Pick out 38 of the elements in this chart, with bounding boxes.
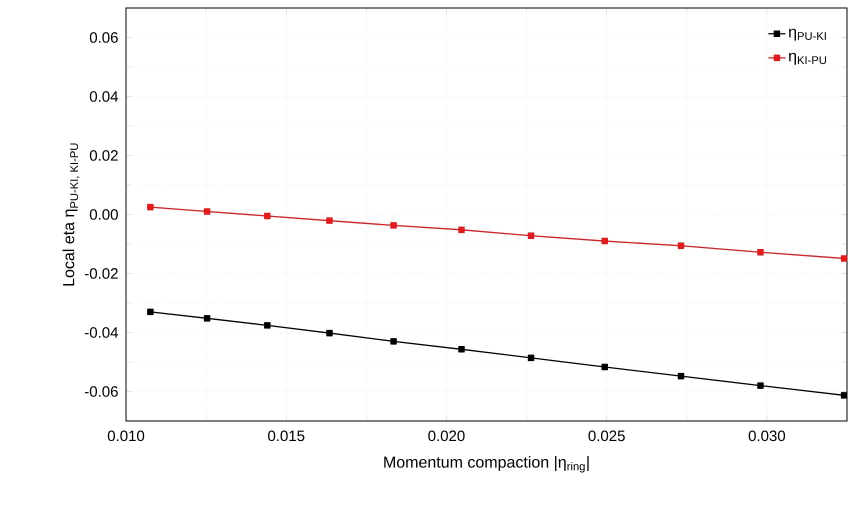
point [458,346,465,353]
point [390,222,397,229]
y-tick-label: 0.04 [90,91,118,102]
point [147,308,154,316]
legend-label: η$_{KI-PU}$ [788,52,826,65]
point [326,330,333,336]
point [204,208,210,215]
point [601,238,608,244]
point [757,249,764,256]
point [264,322,271,329]
point [204,315,210,322]
point [458,226,465,234]
x-tick-label: 0.010 [108,430,144,442]
point [390,338,397,345]
x-axis-title: Momentum compaction |η$_{ring}$| [384,456,589,473]
point [528,232,534,239]
y-tick-label: 0.06 [90,32,118,43]
point [147,204,154,210]
point [840,255,848,262]
legend-label: η$_{PU-KI}$ [788,28,826,41]
point [528,354,534,362]
point [840,392,848,399]
y-tick-label: 0.00 [90,209,118,220]
y-axis-title: $\text{Local eta η}_{\text{PU-KI, KI-PU}}$ [62,143,80,286]
point [678,242,684,250]
point [757,382,764,389]
y-tick-label: 0.02 [90,150,118,161]
point [601,364,608,370]
x-tick-label: 0.015 [268,430,304,442]
y-tick-label: -0.04 [84,327,118,338]
y-tick-label: -0.02 [84,268,118,279]
x-tick-label: 0.030 [748,430,786,442]
x-tick-label: 0.020 [428,430,465,442]
point [678,372,684,380]
point [264,212,271,220]
x-tick-label: 0.025 [588,430,625,442]
y-tick-label: -0.06 [84,386,118,397]
point [326,217,333,224]
